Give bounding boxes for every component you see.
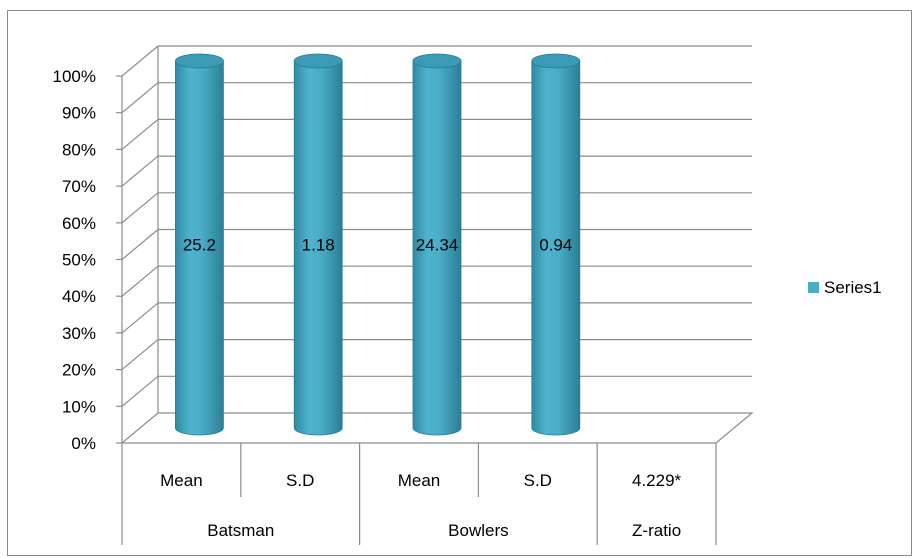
y-tick-label: 30% <box>62 324 96 343</box>
gridline-depth <box>121 375 159 407</box>
y-tick-label: 100% <box>53 67 96 86</box>
y-tick-label: 50% <box>62 251 96 270</box>
gridline-depth <box>121 302 159 334</box>
gridline-depth <box>121 339 159 371</box>
bar-cylinder-top <box>174 53 224 69</box>
x-group-label: Z-ratio <box>632 521 681 540</box>
data-label: 25.2 <box>183 236 216 255</box>
bar-cylinder-top <box>293 53 343 69</box>
bar-cylinder <box>175 60 224 436</box>
y-tick-label: 10% <box>62 397 96 416</box>
y-tick-label: 40% <box>62 287 96 306</box>
bar-cylinder-top <box>412 53 462 69</box>
gridline-depth <box>121 412 159 444</box>
x-category-label: Mean <box>160 471 203 490</box>
x-group-label: Batsman <box>207 521 274 540</box>
chart-frame <box>7 10 912 556</box>
x-category-label: S.D <box>524 471 552 490</box>
gridline-depth <box>121 155 159 187</box>
y-tick-label: 80% <box>62 140 96 159</box>
gridline-depth <box>121 118 159 150</box>
x-category-label: S.D <box>286 471 314 490</box>
gridline-depth <box>121 192 159 224</box>
legend-label: Series1 <box>824 278 882 297</box>
y-tick-label: 0% <box>71 434 96 453</box>
legend-swatch <box>808 282 819 293</box>
gridline-depth <box>121 229 159 260</box>
y-tick-label: 70% <box>62 177 96 196</box>
y-tick-label: 90% <box>62 104 96 123</box>
bar-cylinder <box>531 60 581 436</box>
x-category-label: Mean <box>398 471 441 490</box>
data-label: 0.94 <box>539 236 572 255</box>
bar-cylinder-top <box>531 53 581 69</box>
gridline-depth <box>121 265 159 297</box>
x-group-label: Bowlers <box>448 521 508 540</box>
y-tick-label: 60% <box>62 214 96 233</box>
data-label: 24.34 <box>416 236 459 255</box>
gridline-depth <box>121 45 159 77</box>
x-category-label: 4.229* <box>632 471 682 490</box>
bar-cylinder <box>293 60 343 436</box>
bar-cylinder <box>412 60 462 436</box>
y-tick-label: 20% <box>62 361 96 380</box>
data-label: 1.18 <box>302 236 335 255</box>
gridline-depth <box>121 82 159 114</box>
